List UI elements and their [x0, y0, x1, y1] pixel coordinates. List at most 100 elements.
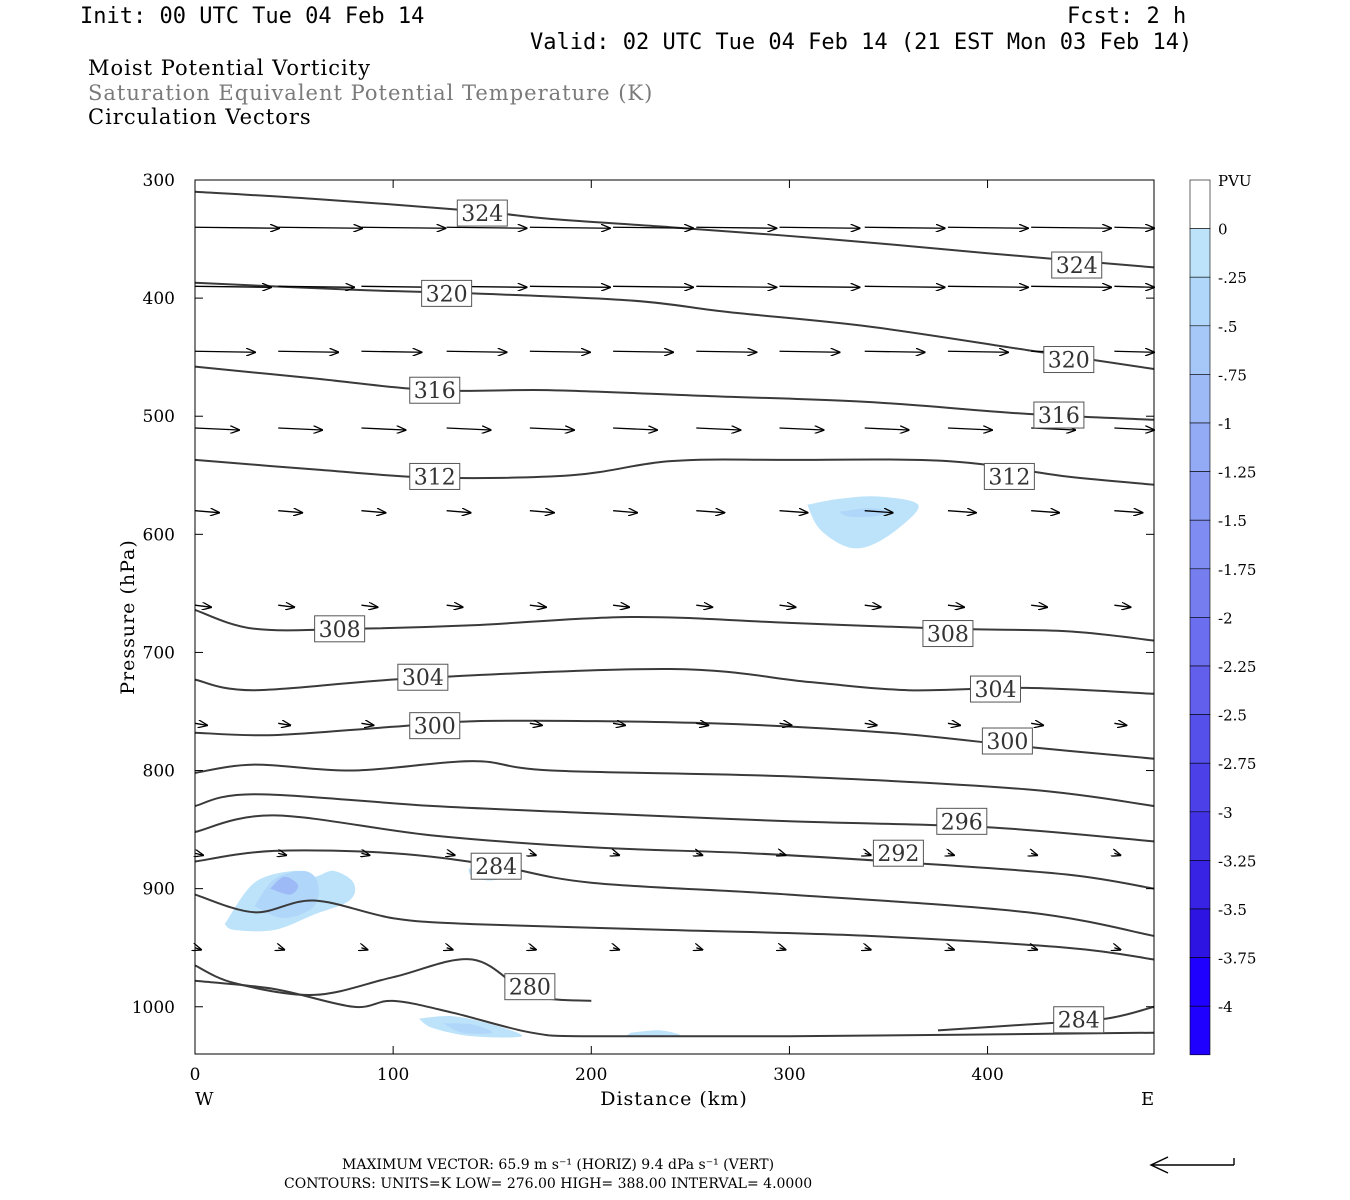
- circulation-vector: [529, 511, 554, 513]
- circulation-vector: [947, 511, 976, 513]
- colorbar-swatch: [1189, 714, 1211, 764]
- y-tick-label: 1000: [132, 998, 175, 1018]
- y-tick-label: 600: [143, 525, 175, 545]
- x-tick-label: 200: [575, 1065, 607, 1085]
- max-vector-note: MAXIMUM VECTOR: 65.9 m s⁻¹ (HORIZ) 9.4 d…: [342, 1157, 775, 1173]
- circulation-vector: [779, 227, 860, 228]
- contour-label-box: [983, 462, 1035, 490]
- plot-frame: [194, 179, 1155, 1055]
- theta-es-contour: [194, 760, 1155, 807]
- contour-label: 316: [414, 379, 456, 404]
- circulation-vector: [779, 351, 840, 352]
- circulation-vector: [696, 227, 776, 228]
- circulation-vector: [947, 227, 1028, 228]
- circulation-vector: [613, 853, 619, 855]
- x-tick-label: 400: [971, 1065, 1003, 1085]
- theta-es-contour: [194, 849, 1155, 937]
- valid-time: Valid: 02 UTC Tue 04 Feb 14 (21 EST Mon …: [530, 30, 1193, 55]
- x-tick-label: 300: [773, 1065, 805, 1085]
- circulation-vector: [446, 227, 527, 228]
- theta-es-contour: [194, 365, 1155, 421]
- contour-label-box: [969, 675, 1021, 703]
- y-axis-title: Pressure (hPa): [117, 539, 139, 695]
- colorbar-swatch: [1189, 471, 1211, 521]
- circulation-vector: [278, 853, 286, 855]
- circulation-vector: [1114, 948, 1120, 950]
- colorbar-swatch: [1189, 422, 1211, 472]
- circulation-vector: [947, 286, 1028, 287]
- circulation-vector: [1031, 605, 1047, 607]
- colorbar-level-label: -2.25: [1218, 658, 1256, 676]
- circulation-vector: [947, 605, 964, 607]
- colorbar-swatch: [1189, 811, 1211, 861]
- forecast-hour: Fcst: 2 h: [1067, 4, 1187, 29]
- circulation-vector: [1114, 605, 1130, 607]
- circulation-vector: [278, 948, 284, 950]
- colorbar-level-label: -2.5: [1218, 707, 1247, 725]
- mpv-shaded-region: [270, 876, 299, 895]
- contour-label: 320: [426, 282, 468, 307]
- circulation-vector: [1031, 723, 1043, 725]
- colorbar-level-label: -.5: [1218, 318, 1237, 336]
- circulation-vector: [696, 351, 756, 352]
- theta-es-contour: [194, 281, 1155, 370]
- circulation-vector: [696, 723, 708, 725]
- colorbar-level-label: -1.5: [1218, 512, 1247, 530]
- colorbar-swatch: [1189, 762, 1211, 813]
- contour-label: 304: [974, 678, 1016, 703]
- circulation-vector: [865, 853, 871, 855]
- circulation-vector: [612, 605, 629, 607]
- circulation-vector: [613, 351, 673, 352]
- contour-label-box: [981, 727, 1033, 755]
- contour-label-box: [872, 839, 924, 867]
- circulation-vector: [780, 948, 786, 950]
- theta-es-contour: [194, 893, 1155, 961]
- contour-label-box: [470, 852, 522, 880]
- mpv-shaded-region: [839, 508, 889, 518]
- y-tick-label: 300: [143, 171, 175, 191]
- circulation-vector: [1114, 227, 1154, 228]
- circulation-vector: [613, 227, 693, 228]
- circulation-vector: [1114, 511, 1142, 513]
- circulation-vector: [446, 351, 507, 352]
- circulation-vector: [696, 948, 702, 950]
- circulation-vector: [1031, 853, 1037, 855]
- circulation-vector: [278, 351, 338, 352]
- contour-label-box: [922, 620, 974, 648]
- y-tick-label: 700: [143, 643, 175, 663]
- x-tick-label: 0: [190, 1065, 201, 1085]
- circulation-vector: [361, 351, 421, 352]
- circulation-vector: [361, 605, 377, 607]
- circulation-vector: [529, 723, 542, 725]
- colorbar-swatch: [1189, 568, 1211, 618]
- circulation-vector: [278, 227, 362, 228]
- contour-label: 284: [475, 855, 517, 880]
- circulation-vector: [696, 605, 712, 607]
- contour-label-box: [409, 462, 461, 490]
- circulation-vector: [447, 853, 455, 855]
- colorbar-level-label: 0: [1218, 221, 1228, 239]
- y-tick-label: 800: [143, 762, 175, 782]
- colorbar-level-label: -3.25: [1218, 852, 1256, 870]
- x-end-label-east: E: [1141, 1089, 1154, 1110]
- contour-label-box: [1043, 346, 1095, 374]
- circulation-vector: [864, 351, 925, 352]
- contour-label: 300: [414, 715, 456, 740]
- contour-label-box: [421, 279, 473, 307]
- colorbar-level-label: -2: [1218, 609, 1233, 627]
- colorbar-swatch: [1189, 179, 1211, 229]
- circulation-vector: [947, 723, 960, 725]
- y-tick-label: 500: [143, 407, 175, 427]
- circulation-vector: [446, 428, 491, 430]
- circulation-vector: [612, 723, 625, 725]
- circulation-vector: [864, 511, 893, 513]
- circulation-vector: [696, 428, 740, 430]
- colorbar-level-label: -3.75: [1218, 950, 1256, 968]
- circulation-vector: [1031, 227, 1111, 228]
- circulation-vector: [865, 948, 871, 950]
- circulation-vector: [278, 723, 290, 725]
- circulation-vector: [779, 723, 792, 725]
- circulation-vector: [613, 286, 693, 287]
- colorbar-level-label: -3: [1218, 804, 1233, 822]
- colorbar-swatch: [1189, 519, 1211, 570]
